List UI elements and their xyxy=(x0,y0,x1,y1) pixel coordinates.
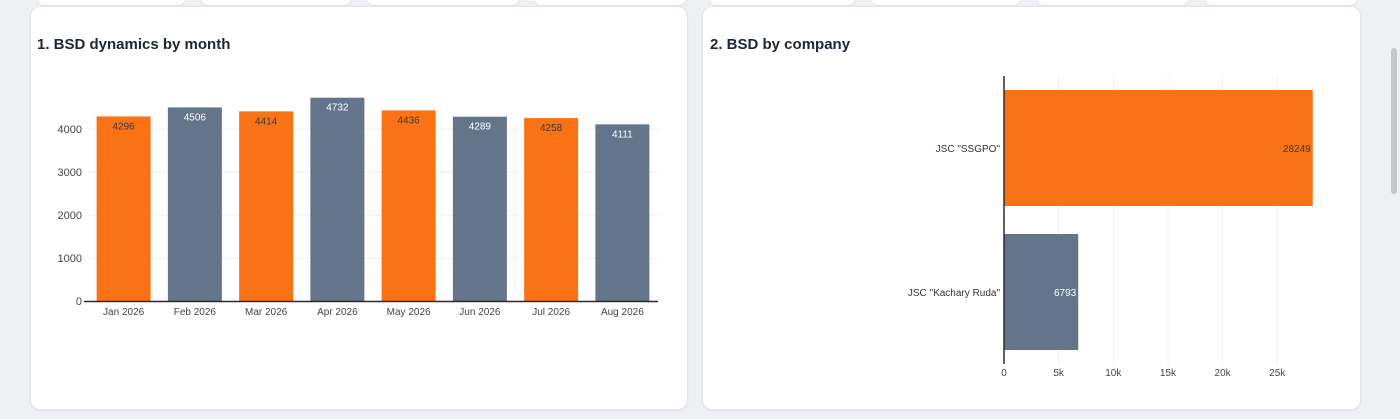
x-tick-label: 15k xyxy=(1160,368,1177,379)
bar-value-label: 4506 xyxy=(184,112,207,123)
bar-jun-2026 xyxy=(452,116,507,301)
y-tick-label: JSC "SSGPO" xyxy=(936,144,1001,155)
x-tick-label: Jun 2026 xyxy=(459,307,501,318)
monthly-chart-title: 1. BSD dynamics by month xyxy=(37,36,231,53)
y-tick-label: 3000 xyxy=(58,167,82,179)
bar-value-label: 4258 xyxy=(540,123,563,134)
y-tick-label: 1000 xyxy=(58,253,82,265)
company-chart-title: 2. BSD by company xyxy=(710,36,851,53)
x-tick-label: 20k xyxy=(1215,368,1232,379)
bar-value-label: 4732 xyxy=(326,103,349,114)
x-tick-label: 5k xyxy=(1053,368,1065,379)
x-tick-label: 0 xyxy=(1001,368,1007,379)
bar-value-label: 4111 xyxy=(612,129,633,140)
monthly-bar-chart: 0 1000 2000 3000 4000 4296 Jan 2026 4506 Feb 202… xyxy=(58,97,658,318)
y-tick-label: 4000 xyxy=(58,124,82,136)
monthly-chart-card: 1. BSD dynamics by month 0 1000 2000 3000 40… xyxy=(30,6,688,410)
bar-feb-2026 xyxy=(167,107,222,301)
x-tick-label: 25k xyxy=(1269,368,1286,379)
x-tick-label: May 2026 xyxy=(387,307,431,318)
bar-aug-2026 xyxy=(595,124,650,301)
bar-jan-2026 xyxy=(96,116,151,301)
bar-value-label: 4289 xyxy=(469,122,492,133)
x-tick-label: Jul 2026 xyxy=(532,307,570,318)
bar-company-2 xyxy=(1004,234,1079,350)
bar-value-label: 6793 xyxy=(1054,288,1077,299)
bar-value-label: 28249 xyxy=(1283,144,1311,155)
x-tick-label: Jan 2026 xyxy=(103,307,145,318)
top-strip xyxy=(0,0,1400,6)
bar-may-2026 xyxy=(381,110,436,301)
y-tick-label: 0 xyxy=(76,296,82,308)
bar-value-label: 4436 xyxy=(398,115,421,126)
bar-apr-2026 xyxy=(310,97,365,302)
company-bar-chart: 0 5k 10k 15k 20k 25k 28249 JSC "SSGPO" 6793 JSC "… xyxy=(908,76,1313,379)
x-tick-label: Aug 2026 xyxy=(601,307,644,318)
bar-company-1 xyxy=(1004,90,1313,206)
bar-value-label: 4414 xyxy=(255,116,278,127)
bar-jul-2026 xyxy=(524,118,579,301)
y-tick-label: JSC "Kachary Ruda" xyxy=(908,288,1001,299)
bar-value-label: 4296 xyxy=(113,121,136,132)
x-tick-label: 10k xyxy=(1105,368,1122,379)
page-scrollbar[interactable] xyxy=(1389,0,1400,419)
company-chart-card: 2. BSD by company 0 5k 10k 15k 20k 25k 28249 JS… xyxy=(702,6,1361,410)
scrollbar-thumb[interactable] xyxy=(1391,48,1397,194)
y-tick-label: 2000 xyxy=(58,210,82,222)
x-tick-label: Mar 2026 xyxy=(245,307,288,318)
x-tick-label: Feb 2026 xyxy=(174,307,217,318)
bar-mar-2026 xyxy=(239,111,294,301)
x-tick-label: Apr 2026 xyxy=(317,307,358,318)
